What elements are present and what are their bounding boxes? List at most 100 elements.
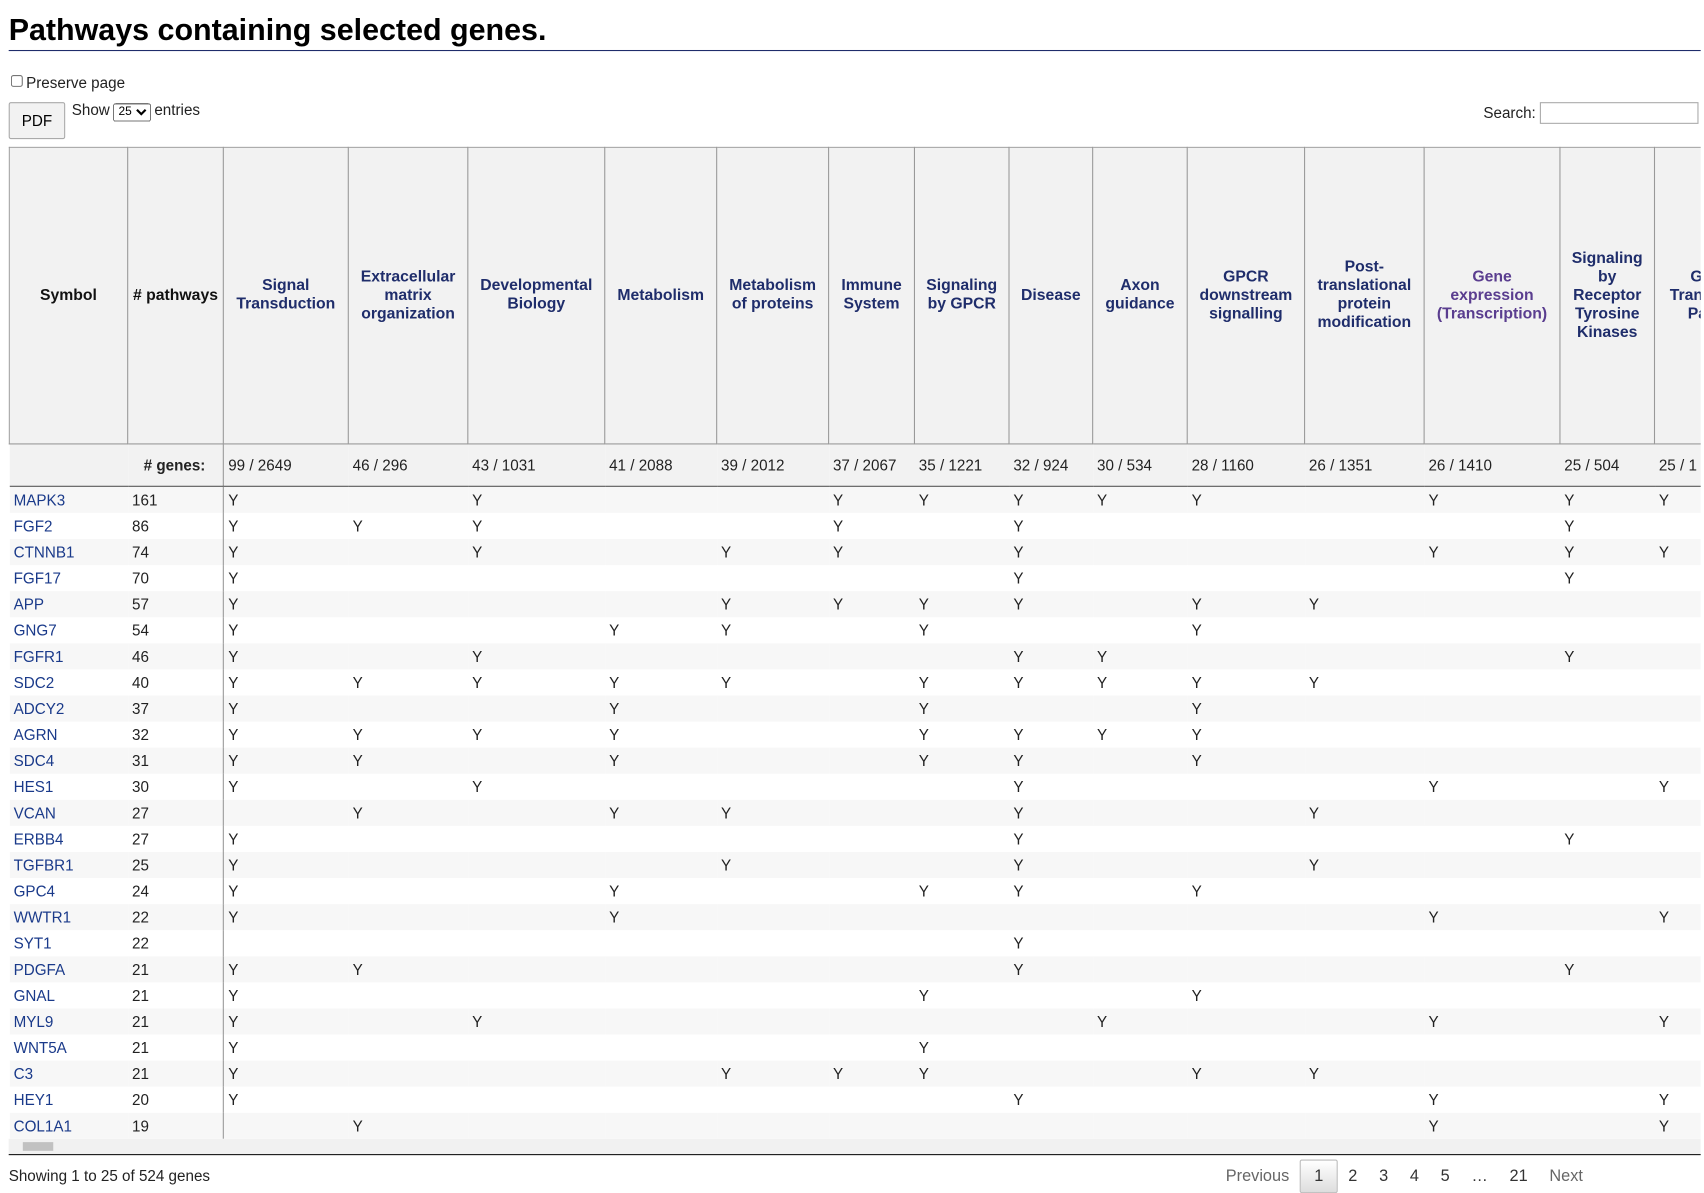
membership-cell: Y (467, 643, 605, 670)
empty-cell (829, 878, 915, 904)
page-button[interactable]: 1 (1300, 1159, 1338, 1193)
gene-link[interactable]: ERBB4 (13, 830, 64, 848)
empty-cell (1305, 878, 1425, 904)
gene-link[interactable]: COL1A1 (13, 1117, 72, 1135)
gene-link[interactable]: MYL9 (13, 1012, 54, 1031)
preserve-control[interactable]: Preserve page (10, 74, 125, 91)
empty-cell (1654, 851, 1701, 879)
gene-link[interactable]: SDC2 (13, 673, 55, 692)
gene-link[interactable]: HEY1 (13, 1091, 54, 1109)
membership-cell: Y (1654, 486, 1701, 513)
pathway-header[interactable]: Immune System (828, 146, 916, 445)
gene-link[interactable]: GNAL (13, 986, 56, 1005)
empty-cell (1009, 1008, 1093, 1035)
pathway-header[interactable]: Disease (1008, 146, 1094, 445)
gene-link[interactable]: WWTR1 (13, 908, 72, 926)
empty-cell (828, 956, 915, 983)
membership-cell: Y (828, 591, 915, 618)
pathway-header[interactable]: Axon guidance (1092, 146, 1188, 445)
gene-link[interactable]: WNT5A (13, 1038, 67, 1057)
gene-link[interactable]: GNG7 (13, 621, 57, 639)
pathway-count: 27 (127, 825, 224, 852)
empty-cell (604, 956, 717, 983)
symbol-cell: MYL9 (9, 1008, 128, 1035)
page-button[interactable]: Next (1549, 1167, 1583, 1186)
membership-cell: Y (228, 725, 239, 744)
empty-cell (829, 930, 915, 956)
pathway-header[interactable]: Post-translational protein modification (1304, 146, 1425, 445)
gene-link[interactable]: VCAN (13, 804, 56, 822)
data-row: SYT1 22 Y (9, 930, 1700, 957)
page-button[interactable]: Previous (1225, 1167, 1290, 1186)
empty-cell (1009, 904, 1093, 931)
empty-cell (829, 826, 915, 852)
membership-cell: Y (918, 725, 929, 744)
empty-cell (348, 826, 468, 852)
gene-link[interactable]: PDGFA (13, 960, 66, 979)
membership-cell: Y (1658, 778, 1670, 796)
pathway-header[interactable]: Generic Transcription Pathway (1653, 146, 1701, 445)
empty-cell (348, 695, 468, 722)
gene-link[interactable]: FGF17 (13, 569, 61, 587)
gene-link[interactable]: C3 (13, 1064, 34, 1083)
membership-cell: Y (228, 1038, 239, 1057)
gene-link[interactable]: SYT1 (13, 934, 52, 952)
gene-link[interactable]: MAPK3 (13, 491, 66, 509)
length-select[interactable]: 25 (113, 102, 152, 122)
symbol-cell: TGFBR1 (9, 851, 128, 879)
symbol-cell: COL1A1 (9, 1112, 128, 1139)
page-button[interactable]: 21 (1509, 1167, 1528, 1186)
search-input[interactable] (1540, 102, 1699, 124)
pathway-header[interactable]: Gene expression (Transcription) (1423, 146, 1561, 445)
data-row: MAPK3 161 Y Y Y Y Y Y Y Y Y Y (9, 486, 1701, 513)
pathway-header[interactable]: GPCR downstream signalling (1186, 146, 1306, 445)
membership-cell: Y (609, 673, 620, 692)
gene-count: 25 / 504 (1559, 443, 1655, 487)
symbol-header[interactable]: Symbol (8, 146, 129, 445)
data-row: FGF17 70 Y Y Y (9, 565, 1700, 592)
gene-link[interactable]: SDC4 (13, 751, 55, 770)
empty-cell (1305, 826, 1425, 852)
empty-cell (1559, 851, 1655, 879)
gene-link[interactable]: APP (13, 595, 45, 613)
page-button[interactable]: 2 (1348, 1167, 1358, 1186)
page-button[interactable]: 5 (1440, 1167, 1450, 1186)
gene-link[interactable]: AGRN (13, 725, 58, 744)
empty-cell (829, 722, 915, 748)
empty-cell (1009, 695, 1093, 722)
empty-cell (348, 1035, 468, 1061)
empty-cell (1092, 1112, 1188, 1139)
pathway-header[interactable]: Metabolism (604, 146, 718, 445)
h-scrollbar[interactable] (8, 1138, 1701, 1155)
empty-cell (914, 930, 1009, 956)
pathway-header[interactable]: Developmental Biology (467, 146, 606, 445)
pathways-header[interactable]: # pathways (127, 146, 224, 445)
pathway-header[interactable]: Signaling by Receptor Tyrosine Kinases (1559, 146, 1656, 445)
empty-cell (1304, 956, 1425, 983)
gene-link[interactable]: CTNNB1 (13, 543, 75, 561)
preserve-checkbox[interactable] (10, 74, 23, 87)
page-button[interactable]: 3 (1379, 1167, 1389, 1186)
empty-cell (605, 930, 717, 956)
pathway-header[interactable]: Signal Transduction (222, 146, 349, 445)
empty-cell (717, 722, 829, 748)
gene-count: 37 / 2067 (828, 443, 915, 487)
gene-link[interactable]: FGFR1 (13, 647, 64, 666)
pathway-header[interactable]: Metabolism of proteins (716, 146, 830, 445)
pathway-header[interactable]: Extracellular matrix organization (347, 146, 469, 445)
page-button[interactable]: 4 (1409, 1167, 1419, 1186)
scroll-thumb[interactable] (22, 1142, 54, 1151)
gene-link[interactable]: ADCY2 (13, 699, 65, 718)
pdf-button[interactable]: PDF (8, 102, 66, 140)
gene-link[interactable]: FGF2 (13, 517, 53, 535)
empty-cell (829, 1035, 915, 1061)
empty-cell (1305, 565, 1425, 591)
empty-cell (1092, 799, 1188, 826)
empty-cell (828, 851, 915, 879)
gene-link[interactable]: TGFBR1 (13, 856, 74, 874)
page-button[interactable]: … (1471, 1167, 1488, 1186)
pathway-header[interactable]: Signaling by GPCR (913, 146, 1010, 445)
gene-link[interactable]: HES1 (13, 778, 54, 796)
gene-link[interactable]: GPC4 (13, 882, 56, 900)
